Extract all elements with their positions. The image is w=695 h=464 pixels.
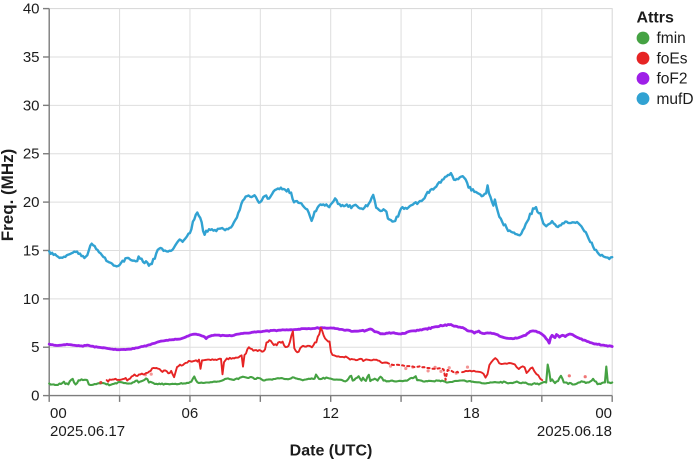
svg-text:foF2: foF2 (657, 71, 688, 88)
svg-text:18: 18 (463, 405, 480, 422)
svg-text:12: 12 (322, 405, 339, 422)
svg-text:fmin: fmin (657, 30, 686, 47)
svg-text:foEs: foEs (657, 50, 688, 67)
svg-text:Freq. (MHz): Freq. (MHz) (0, 149, 17, 242)
svg-text:35: 35 (23, 49, 40, 66)
svg-text:10: 10 (23, 291, 40, 308)
svg-text:00: 00 (595, 405, 612, 422)
svg-text:25: 25 (23, 146, 40, 163)
svg-text:06: 06 (182, 405, 199, 422)
svg-text:30: 30 (23, 97, 40, 114)
svg-text:00: 00 (50, 405, 67, 422)
svg-text:2025.06.17: 2025.06.17 (50, 423, 125, 440)
svg-text:20: 20 (23, 194, 40, 211)
svg-text:mufD: mufD (657, 91, 694, 108)
svg-text:Attrs: Attrs (637, 10, 674, 27)
svg-text:2025.06.18: 2025.06.18 (537, 423, 612, 440)
svg-text:15: 15 (23, 242, 40, 259)
svg-text:40: 40 (23, 1, 40, 18)
svg-text:5: 5 (31, 339, 39, 356)
svg-text:0: 0 (31, 388, 39, 405)
svg-text:Date (UTC): Date (UTC) (290, 443, 373, 460)
